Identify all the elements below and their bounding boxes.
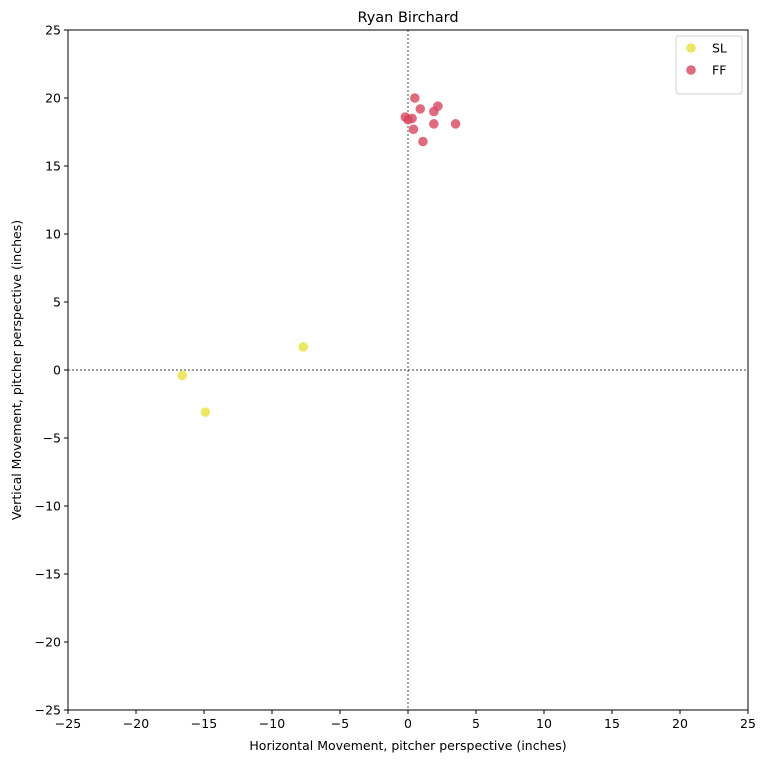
- y-tick-label: 20: [45, 91, 61, 106]
- legend-label-ff: FF: [712, 63, 726, 78]
- y-tick-label: −10: [35, 499, 61, 514]
- x-tick-label: 5: [472, 716, 480, 731]
- x-tick-label: −20: [123, 716, 149, 731]
- y-tick-label: −25: [35, 703, 61, 718]
- x-tick-label: 10: [536, 716, 552, 731]
- y-tick-label: −20: [35, 635, 61, 650]
- x-tick-label: −25: [55, 716, 81, 731]
- x-tick-label: −15: [191, 716, 217, 731]
- x-tick-label: 0: [404, 716, 412, 731]
- x-tick-label: 20: [672, 716, 688, 731]
- data-point-ff: [429, 119, 439, 129]
- x-tick-label: 15: [604, 716, 620, 731]
- legend-box: [675, 35, 743, 95]
- data-point-ff: [450, 119, 461, 129]
- chart-title: Ryan Birchard: [357, 10, 458, 26]
- legend-marker-sl: [686, 43, 696, 53]
- y-axis-label: Vertical Movement, pitcher perspective (…: [9, 220, 24, 520]
- data-point-ff: [408, 124, 419, 135]
- y-tick-label: 10: [45, 227, 61, 242]
- data-point-ff: [418, 136, 428, 147]
- x-axis-label: Horizontal Movement, pitcher perspective…: [249, 738, 566, 753]
- x-tick-label: −10: [259, 716, 285, 731]
- y-tick-label: −5: [43, 431, 61, 446]
- legend-label-sl: SL: [712, 41, 727, 56]
- data-point-ff: [410, 93, 420, 103]
- y-tick-label: 5: [53, 295, 61, 310]
- plot-area: −25 −20 −15 −10 −5 0 5 10 15 20 25 −25 −20 −15 −10 −5 0 5…: [35, 23, 756, 732]
- data-point-sl: [200, 407, 211, 417]
- data-point-ff: [415, 104, 426, 114]
- y-tick-label: 25: [45, 23, 61, 38]
- legend-marker-ff: [686, 65, 696, 75]
- data-point-sl: [298, 342, 309, 352]
- data-point-ff: [433, 101, 443, 111]
- x-tick-label: 25: [740, 716, 756, 731]
- x-tick-label: −5: [331, 716, 349, 731]
- y-tick-label: 0: [53, 363, 61, 378]
- y-tick-label: −15: [35, 567, 61, 582]
- data-point-ff: [407, 113, 417, 124]
- y-tick-label: 15: [45, 159, 61, 174]
- legend: SL FF: [675, 35, 743, 95]
- data-point-sl: [177, 370, 188, 381]
